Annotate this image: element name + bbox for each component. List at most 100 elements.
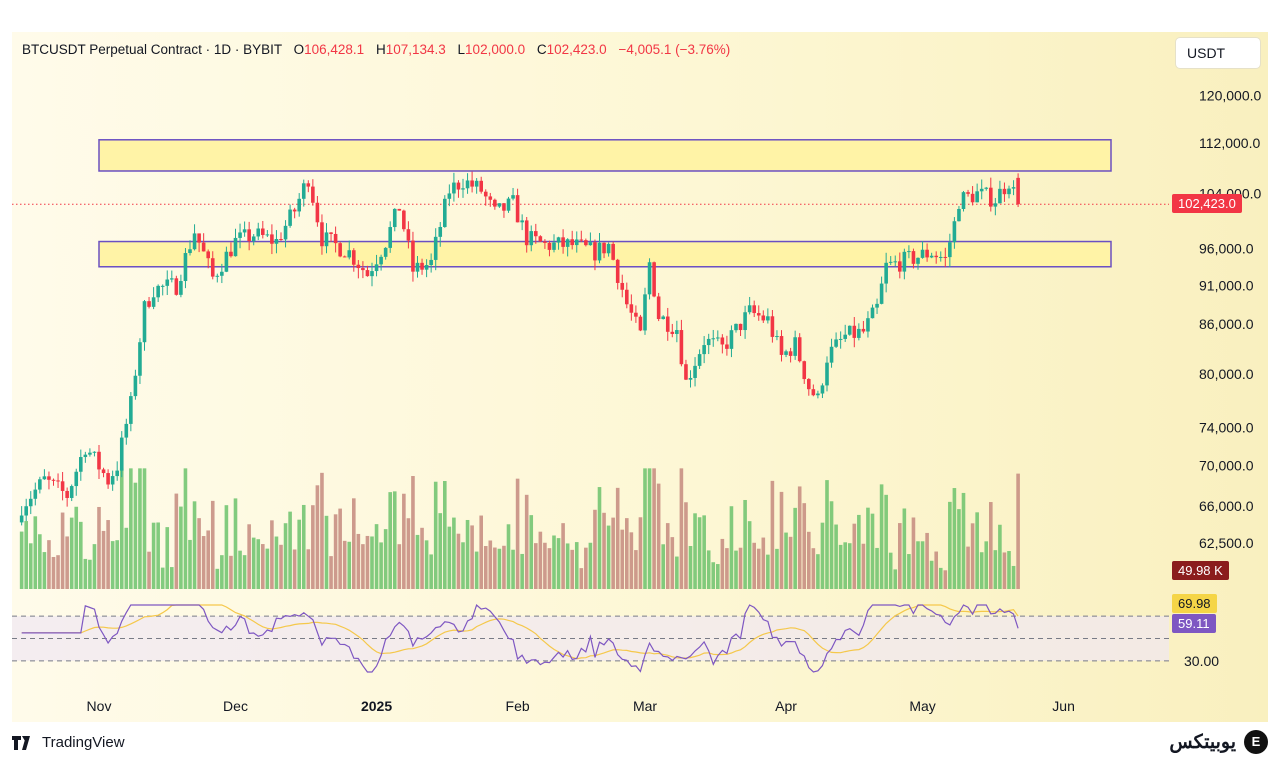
candle-body (920, 249, 925, 258)
candle-body (224, 251, 229, 272)
candle-body (893, 261, 898, 263)
candle-body (60, 481, 65, 491)
volume-bar (675, 556, 679, 589)
candle-body (766, 316, 770, 321)
candle-body (69, 486, 74, 498)
candle-body (242, 229, 247, 233)
volume-bar (452, 517, 456, 589)
volume-bar (456, 533, 461, 589)
x-tick-label: Dec (223, 698, 248, 714)
volume-bar (506, 524, 511, 589)
candle-body (38, 479, 42, 490)
volume-bar (188, 539, 192, 589)
candle-body (916, 257, 920, 264)
volume-bar (420, 527, 424, 589)
volume-bar (133, 482, 138, 589)
volume-bar (247, 524, 251, 589)
candle-body (975, 191, 979, 203)
volume-bar (747, 521, 752, 589)
candle-body (97, 451, 101, 470)
volume-bar (415, 534, 420, 589)
chart-canvas[interactable]: 120,000.0112,000.0104,000.096,000.091,00… (12, 32, 1268, 722)
candle-body (888, 261, 893, 263)
volume-bar (65, 536, 69, 589)
rsi-line (21, 603, 1019, 673)
candle-body (320, 222, 324, 247)
volume-bar (92, 544, 97, 589)
volume-bar (811, 548, 816, 589)
volume-bar (902, 508, 907, 589)
candle-body (124, 423, 129, 438)
candle-body (725, 344, 729, 349)
candle-body (170, 278, 174, 280)
volume-bar (424, 540, 429, 589)
volume-bar (857, 514, 861, 589)
candle-body (1011, 187, 1016, 189)
volume-bar (829, 501, 834, 589)
volume-bar (606, 525, 611, 589)
candle-body (429, 259, 433, 266)
candle-body (47, 476, 51, 480)
candle-body (461, 188, 465, 190)
volume-bar (984, 541, 989, 589)
currency-button[interactable]: USDT (1176, 38, 1260, 68)
candle-body (784, 351, 788, 355)
candle-body (101, 469, 106, 474)
candle-body (693, 365, 697, 378)
volume-bar (711, 562, 716, 589)
volume-bar (574, 542, 579, 589)
volume-bar (170, 567, 174, 589)
x-tick-label: 2025 (361, 698, 392, 714)
candle-body (543, 241, 547, 243)
candle-body (884, 262, 888, 284)
rsi-tick-label: 30.00 (1184, 653, 1219, 669)
candle-body (811, 389, 816, 396)
volume-bar (502, 545, 506, 589)
candle-body (115, 470, 119, 477)
candle-body (229, 251, 233, 257)
volume-bar (993, 550, 998, 589)
volume-bar (274, 536, 279, 589)
volume-bar (24, 521, 28, 589)
volume-bar (697, 517, 702, 589)
candle-body (270, 234, 274, 244)
volume-bar (261, 544, 265, 589)
volume-bar (893, 569, 898, 589)
candle-body (511, 195, 515, 199)
candle-body (406, 229, 411, 241)
chart-area[interactable]: 120,000.0112,000.0104,000.096,000.091,00… (12, 32, 1268, 722)
volume-bar (60, 512, 65, 589)
volume-bar (388, 492, 392, 589)
volume-bar (465, 519, 470, 589)
candle-body (597, 242, 602, 261)
volume-bar (866, 507, 870, 589)
volume-bar (693, 513, 697, 589)
ohlc-low-label: L (457, 42, 466, 57)
candle-body (28, 498, 33, 507)
candle-body (606, 243, 611, 254)
candle-body (898, 261, 902, 272)
candle-body (301, 183, 306, 199)
candle-body (292, 209, 297, 212)
candle-body (520, 220, 524, 223)
y-tick-label: 80,000.0 (1199, 366, 1254, 382)
volume-bar (97, 506, 101, 589)
candle-body (79, 457, 83, 472)
volume-bar (411, 476, 415, 589)
volume-bar (242, 555, 247, 589)
candle-body (938, 256, 943, 258)
candle-body (33, 489, 38, 499)
candle-body (716, 337, 720, 339)
candle-body (333, 233, 338, 244)
volume-bar (679, 468, 684, 589)
candle-body (65, 490, 69, 498)
volume-bar (966, 546, 970, 589)
volume-bar (561, 523, 565, 589)
candle-body (552, 242, 556, 250)
volume-bar (802, 503, 807, 589)
volume-bar (56, 555, 60, 589)
candle-body (210, 258, 215, 277)
candle-body (443, 198, 447, 227)
candle-body (615, 259, 620, 283)
volume-bar (770, 480, 775, 589)
